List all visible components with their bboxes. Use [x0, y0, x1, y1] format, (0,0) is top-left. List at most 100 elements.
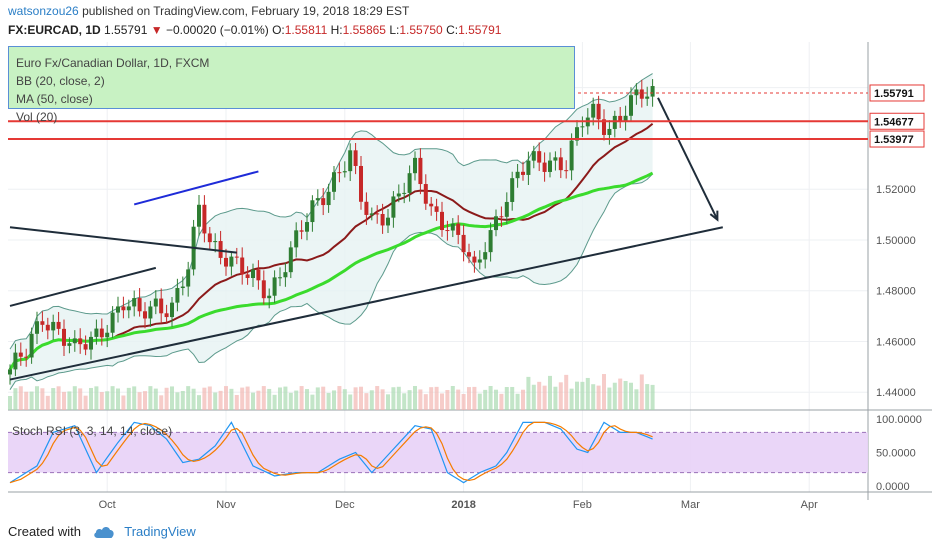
legend-bb[interactable]: BB (20, close, 2) [16, 74, 105, 88]
volume-bar [202, 387, 207, 410]
legend-vol[interactable]: Vol (20) [16, 110, 58, 124]
candle-body [353, 150, 358, 166]
volume-bar [99, 392, 104, 410]
candle-body [477, 259, 482, 263]
volume-bar [272, 394, 277, 410]
volume-bar [585, 377, 590, 410]
volume-bar [251, 392, 255, 410]
candle-body [83, 344, 88, 350]
candle-body [213, 241, 218, 243]
volume-bar [488, 386, 493, 410]
volume-bar [229, 388, 234, 410]
candle-body [267, 295, 272, 299]
candle-body [332, 172, 336, 192]
candle-body [602, 119, 606, 135]
volume-bar [596, 385, 601, 410]
stoch-rsi-label[interactable]: Stoch RSI (3, 3, 14, 14, close) [12, 424, 173, 438]
volume-bar [175, 392, 180, 410]
volume-bar [477, 393, 482, 410]
candle-body [445, 230, 450, 232]
open-value: 1.55811 [284, 23, 328, 37]
candle-body [488, 230, 493, 253]
volume-bar [261, 386, 266, 410]
candle-body [251, 269, 255, 279]
volume-bar [526, 376, 531, 410]
price-tag-label: 1.55791 [874, 88, 914, 100]
legend-title: Euro Fx/Canadian Dollar, 1D, FXCM [16, 56, 210, 70]
volume-bar [18, 386, 23, 410]
candle-body [218, 241, 223, 258]
candle-body [224, 257, 228, 267]
volume-bar [110, 386, 115, 410]
candle-body [337, 172, 342, 174]
volume-bar [531, 384, 536, 410]
volume-bar [396, 386, 401, 410]
low-label: L: [389, 23, 400, 37]
candle-body [153, 298, 158, 307]
volume-bar [450, 386, 455, 410]
candle-body [8, 369, 12, 375]
symbol-quote: FX:EURCAD, 1D 1.55791 ▼ −0.00020 (−0.01%… [8, 23, 501, 37]
candle-body [483, 252, 488, 260]
volume-bar [515, 393, 520, 410]
candle-body [645, 96, 650, 99]
volume-bar [256, 390, 261, 410]
volume-bar [353, 387, 358, 410]
volume-bar [288, 392, 293, 410]
candle-body [78, 338, 83, 345]
created-with-text: Created with [8, 524, 81, 539]
tradingview-link[interactable]: TradingView [124, 524, 196, 539]
volume-bar [645, 384, 650, 410]
candle-body [548, 160, 552, 172]
volume-bar [391, 387, 396, 410]
volume-bar [618, 378, 623, 410]
price-tick-label: 1.46000 [876, 336, 916, 348]
channel-upper [9, 266, 157, 307]
candle-body [391, 196, 396, 218]
candle-body [51, 321, 56, 331]
volume-bar [62, 391, 66, 410]
time-tick-label: 2018 [451, 499, 475, 511]
volume-bar [337, 386, 342, 410]
volume-bar [40, 388, 45, 410]
volume-bar [240, 387, 245, 410]
candle-body [67, 343, 72, 346]
volume-bar [278, 387, 282, 410]
volume-bar [375, 386, 380, 410]
candle-body [504, 201, 509, 217]
candle-body [283, 272, 288, 278]
candle-body [164, 313, 169, 318]
candle-body [542, 162, 547, 172]
volume-bar [305, 389, 309, 410]
volume-bar [294, 390, 299, 410]
candle-body [121, 306, 126, 311]
publish-info: watsonzou26 published on TradingView.com… [8, 4, 409, 18]
stoch-tick-label: 100.0000 [876, 414, 922, 426]
volume-bar [569, 388, 574, 410]
open-label: O: [272, 23, 285, 37]
candle-body [148, 306, 153, 319]
volume-bar [245, 386, 250, 410]
candle-body [612, 115, 617, 129]
price-tag-box [869, 84, 925, 102]
volume-bar [623, 380, 628, 410]
tradingview-cloud-icon [93, 527, 114, 538]
candle-body [494, 216, 498, 231]
candle-body [348, 150, 353, 172]
volume-bar [602, 374, 606, 410]
volume-bar [553, 386, 558, 410]
author-link[interactable]: watsonzou26 [8, 4, 79, 18]
volume-bar [207, 386, 212, 410]
volume-bar [8, 396, 12, 410]
candle-body [434, 206, 439, 212]
stoch-tick-label: 50.0000 [876, 448, 916, 460]
candle-body [396, 193, 401, 197]
volume-bar [56, 386, 61, 410]
volume-bar [67, 391, 72, 410]
volume-bar [45, 395, 50, 410]
candle-body [105, 332, 110, 338]
time-tick-label: Feb [573, 499, 592, 511]
legend-ma[interactable]: MA (50, close) [16, 92, 93, 106]
high-value: 1.55865 [342, 23, 386, 37]
volume-bar [494, 389, 498, 410]
